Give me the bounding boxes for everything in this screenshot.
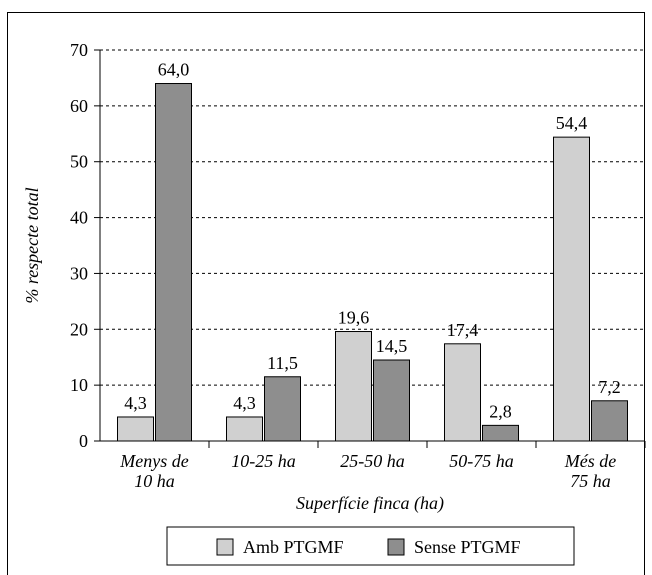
y-tick-label: 60 [70,96,88,116]
data-label: 4,3 [124,393,147,413]
bar-amb-1 [226,416,263,442]
bar-sense-4 [591,400,628,442]
x-axis-title: Superfície finca (ha) [296,493,444,514]
bar-amb-2 [335,331,372,442]
data-label: 4,3 [233,393,256,413]
data-label: 19,6 [338,308,370,328]
y-tick-label: 0 [79,431,88,451]
legend-swatch-0 [216,538,234,556]
y-tick-label: 40 [70,208,88,228]
y-tick-label: 70 [70,40,88,60]
category-label: 10-25 ha [231,451,296,471]
category-label: 50-75 ha [449,451,514,471]
data-label: 54,4 [556,113,588,133]
category-label: Més de [564,451,616,471]
y-tick-label: 20 [70,319,88,339]
category-label: 10 ha [134,471,175,491]
category-label: 25-50 ha [340,451,405,471]
bar-amb-4 [553,136,590,442]
bar-amb-3 [444,343,481,442]
data-label: 2,8 [489,401,512,421]
bar-amb-0 [117,416,154,442]
y-axis-title: % respecte total [22,187,42,303]
bar-sense-0 [155,83,192,442]
legend-label-1: Sense PTGMF [414,537,521,557]
legend-box [166,526,575,566]
category-label: Menys de [119,451,188,471]
data-label: 17,4 [447,320,479,340]
legend-label-0: Amb PTGMF [243,537,344,557]
y-tick-label: 30 [70,263,88,283]
category-label: 75 ha [570,471,611,491]
data-label: 7,2 [598,377,621,397]
data-label: 11,5 [267,353,298,373]
data-label: 64,0 [158,60,190,80]
bar-sense-2 [373,359,410,442]
y-tick-label: 50 [70,152,88,172]
bar-sense-3 [482,424,519,442]
data-label: 14,5 [376,336,408,356]
bar-sense-1 [264,376,301,442]
y-tick-label: 10 [70,375,88,395]
chart-frame [7,12,645,575]
legend-swatch-1 [387,538,405,556]
